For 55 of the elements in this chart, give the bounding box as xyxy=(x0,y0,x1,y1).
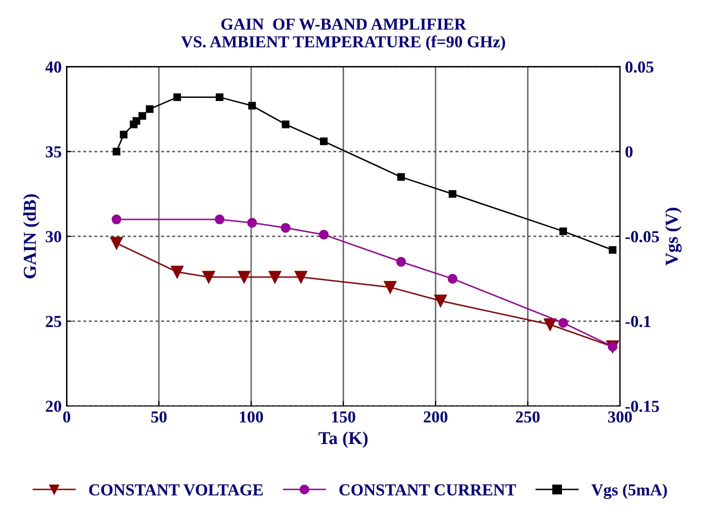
y-tick-label: 25 xyxy=(46,316,62,328)
point xyxy=(238,270,250,284)
legend-label: Vgs (5mA) xyxy=(591,484,667,499)
point xyxy=(434,294,447,308)
legend-label: CONSTANT VOLTAGE xyxy=(89,484,263,496)
x-axis-title: Ta (K) xyxy=(318,432,368,448)
point xyxy=(110,236,123,250)
chart-title: GAIN OF W-BAND AMPLIFIER VS. AMBIENT TEMPERATURE (f=90 GHz) xyxy=(181,18,506,51)
point xyxy=(320,138,328,146)
point xyxy=(608,246,616,254)
y-axis-title: GAIN (dB) xyxy=(23,194,40,278)
point xyxy=(247,218,257,228)
point xyxy=(397,173,405,181)
point xyxy=(558,318,568,328)
y2-tick-label: 0 xyxy=(625,146,633,158)
point xyxy=(202,270,215,284)
y2-tick-label: -0.1 xyxy=(625,316,650,328)
y-tick-label: 20 xyxy=(46,400,62,412)
point xyxy=(112,214,122,224)
point xyxy=(132,117,140,125)
point xyxy=(282,120,290,128)
x-tick-label: 150 xyxy=(332,411,356,423)
x-tick-label: 0 xyxy=(63,411,70,423)
legend-label: CONSTANT CURRENT xyxy=(339,484,516,496)
point xyxy=(559,227,568,236)
y-tick-label: 40 xyxy=(45,61,62,73)
y2-axis-title: Vgs (V) xyxy=(665,208,682,266)
point xyxy=(146,105,154,113)
y-tick-label: 30 xyxy=(46,231,62,242)
y2-tick-label: 0.05 xyxy=(625,61,654,73)
point xyxy=(112,148,120,156)
point xyxy=(268,270,282,284)
point xyxy=(120,130,128,138)
point xyxy=(173,93,181,102)
point xyxy=(318,230,329,240)
point xyxy=(216,93,224,102)
point xyxy=(294,270,308,284)
y2-tick-label: -0.15 xyxy=(625,400,659,412)
y-tick-label: 35 xyxy=(46,146,62,158)
point xyxy=(396,256,406,267)
point xyxy=(214,214,224,224)
point xyxy=(448,274,458,284)
point xyxy=(170,266,184,278)
point xyxy=(544,318,556,331)
y2-tick-label: -0.05 xyxy=(625,231,659,242)
x-tick-label: 300 xyxy=(608,411,632,423)
point xyxy=(138,112,146,120)
point xyxy=(248,102,256,110)
point xyxy=(384,280,396,294)
x-tick-label: 250 xyxy=(516,411,540,423)
point xyxy=(448,190,456,198)
x-tick-label: 100 xyxy=(240,411,263,423)
x-tick-label: 200 xyxy=(424,411,448,423)
point xyxy=(280,223,290,233)
x-tick-label: 50 xyxy=(151,411,167,423)
